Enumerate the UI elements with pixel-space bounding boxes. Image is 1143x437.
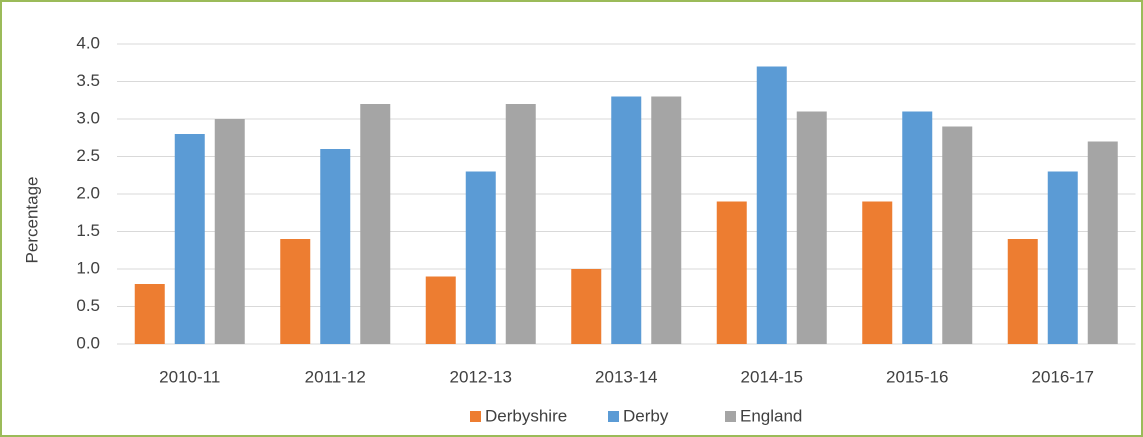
legend-swatch bbox=[470, 411, 481, 422]
x-tick-label: 2013-14 bbox=[595, 367, 657, 386]
y-tick-label: 4.0 bbox=[76, 33, 100, 52]
y-tick-label: 0.0 bbox=[76, 333, 100, 352]
bar bbox=[134, 284, 165, 344]
bar bbox=[214, 119, 245, 344]
x-tick-label: 2011-12 bbox=[305, 367, 366, 386]
y-tick-label: 1.0 bbox=[76, 258, 100, 277]
legend-label: Derbyshire bbox=[485, 406, 567, 425]
bar bbox=[425, 276, 456, 344]
y-tick-label: 0.5 bbox=[76, 296, 100, 315]
bar bbox=[756, 66, 787, 344]
legend-label: England bbox=[740, 406, 802, 425]
bar bbox=[651, 96, 682, 344]
bar bbox=[280, 239, 311, 344]
bar bbox=[505, 104, 536, 344]
bar bbox=[611, 96, 642, 344]
bar bbox=[862, 201, 893, 344]
y-tick-label: 2.5 bbox=[76, 146, 100, 165]
bar bbox=[716, 201, 747, 344]
bar bbox=[796, 111, 827, 344]
x-tick-label: 2012-13 bbox=[450, 367, 512, 386]
bar bbox=[320, 149, 351, 344]
x-tick-label: 2014-15 bbox=[741, 367, 803, 386]
y-axis-label: Percentage bbox=[22, 177, 41, 264]
bar bbox=[174, 134, 205, 344]
x-tick-label: 2016-17 bbox=[1032, 367, 1094, 386]
bar bbox=[1047, 171, 1078, 344]
y-tick-label: 2.0 bbox=[76, 183, 100, 202]
x-tick-label: 2010-11 bbox=[159, 367, 220, 386]
bar bbox=[360, 104, 391, 344]
y-tick-label: 1.5 bbox=[76, 221, 100, 240]
bar bbox=[465, 171, 496, 344]
bar bbox=[571, 269, 602, 344]
bar bbox=[902, 111, 933, 344]
y-tick-label: 3.5 bbox=[76, 71, 100, 90]
legend-label: Derby bbox=[623, 406, 669, 425]
bar bbox=[942, 126, 973, 344]
bar bbox=[1007, 239, 1038, 344]
x-tick-label: 2015-16 bbox=[886, 367, 948, 386]
legend-swatch bbox=[608, 411, 619, 422]
bar bbox=[1087, 141, 1118, 344]
y-tick-label: 3.0 bbox=[76, 108, 100, 127]
legend-swatch bbox=[725, 411, 736, 422]
